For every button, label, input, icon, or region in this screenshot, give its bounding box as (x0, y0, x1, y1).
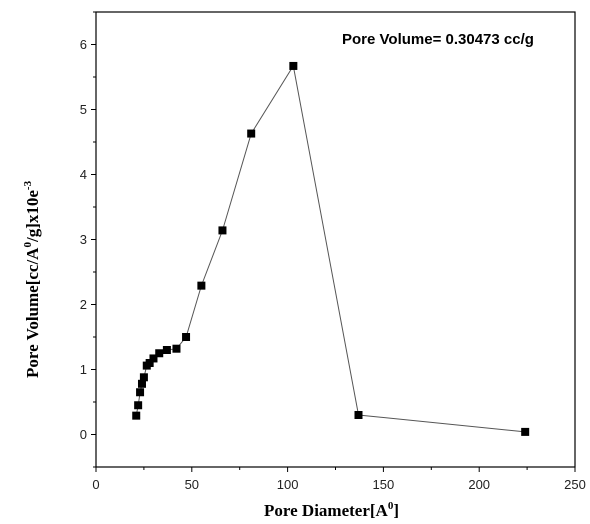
y-axis-title-main: Pore Volume[cc/A (23, 247, 42, 378)
series-line (135, 64, 526, 433)
pore-volume-annotation: Pore Volume= 0.30473 cc/g (342, 31, 534, 48)
x-axis-ticks: 0 50 100 150 200 250 (92, 467, 586, 492)
y-axis-title-superscript-1: 0 (22, 242, 34, 248)
x-tick-label: 0 (92, 477, 99, 492)
x-tick-label: 200 (468, 477, 490, 492)
data-point (218, 226, 227, 235)
data-point (134, 401, 143, 410)
data-point (155, 349, 164, 358)
data-point (354, 411, 363, 419)
data-point (247, 129, 256, 138)
y-tick-label: 2 (80, 297, 87, 312)
plot-frame (95, 11, 576, 468)
data-point (136, 388, 145, 397)
data-point (145, 359, 154, 367)
y-tick-label: 3 (80, 232, 87, 247)
x-axis-title-superscript: 0 (388, 500, 394, 512)
y-tick-label: 0 (80, 427, 87, 442)
series-points (132, 61, 530, 436)
x-tick-label: 100 (277, 477, 299, 492)
y-axis-title-mid: /g]x10e (23, 190, 42, 243)
y-axis-title-superscript-2: -3 (22, 180, 34, 190)
data-point (172, 344, 181, 353)
y-tick-label: 6 (80, 37, 87, 52)
data-point (289, 61, 298, 70)
data-point (197, 281, 206, 290)
data-point (162, 346, 171, 354)
data-point (137, 379, 146, 388)
data-point (149, 354, 158, 363)
x-tick-label: 50 (185, 477, 199, 492)
data-point (182, 333, 191, 341)
x-axis-title: Pore Diameter[A0] (264, 500, 399, 520)
y-tick-label: 5 (80, 102, 87, 117)
x-tick-label: 250 (564, 477, 586, 492)
data-point (139, 373, 148, 382)
data-point (521, 427, 530, 436)
y-axis-ticks: 0 1 2 3 4 5 6 (80, 11, 96, 468)
y-tick-label: 1 (80, 362, 87, 377)
x-axis-title-main: Pore Diameter[A (264, 501, 389, 520)
y-axis-title: Pore Volume[cc/A0/g]x10e-3 (22, 180, 42, 378)
x-axis-title-tail: ] (393, 501, 399, 520)
y-tick-label: 4 (80, 167, 87, 182)
x-tick-label: 150 (373, 477, 395, 492)
data-point (132, 411, 141, 420)
